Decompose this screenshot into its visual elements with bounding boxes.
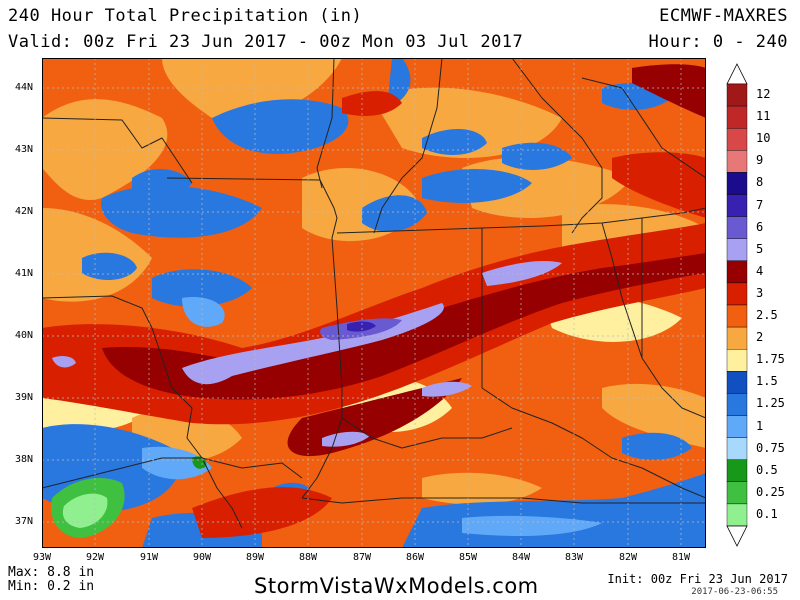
colorbar-label: 12 (756, 87, 771, 102)
init-time: Init: 00z Fri 23 Jun 2017 (607, 572, 788, 586)
colorbar-swatch (726, 437, 748, 460)
lat-label: 39N (15, 392, 34, 403)
colorbar-label: 4 (756, 263, 764, 278)
min-value: Min: 0.2 in (8, 579, 95, 594)
generated-timestamp: 2017-06-23-06:55 (691, 587, 778, 597)
lat-label: 41N (15, 268, 34, 279)
colorbar-swatch (726, 194, 748, 217)
precipitation-map (42, 58, 706, 548)
colorbar-label: 9 (756, 153, 764, 168)
colorbar-swatch (726, 304, 748, 328)
lon-label: 85W (458, 552, 478, 563)
colorbar-swatch (726, 371, 748, 394)
colorbar-swatch (726, 481, 748, 505)
lat-label: 40N (15, 330, 34, 341)
map-boundaries (42, 58, 706, 529)
lat-label: 37N (15, 516, 34, 527)
lon-label: 89W (245, 552, 265, 563)
min-max-stats: Max: 8.8 in Min: 0.2 in (8, 566, 94, 594)
colorbar-swatch (726, 349, 748, 372)
colorbar-swatch (726, 282, 748, 306)
lon-label: 84W (511, 552, 531, 563)
colorbar-swatch (726, 459, 748, 483)
colorbar-swatch (726, 393, 748, 416)
colorbar-swatch (726, 216, 748, 239)
colorbar-swatch (726, 105, 748, 129)
colorbar-label: 8 (756, 175, 764, 190)
colorbar-swatch (726, 127, 748, 151)
lon-label: 92W (85, 552, 105, 563)
colorbar-top-arrow (726, 63, 748, 85)
colorbar-swatch (726, 503, 748, 527)
lon-label: 87W (352, 552, 372, 563)
valid-time: Valid: 00z Fri 23 Jun 2017 - 00z Mon 03 … (8, 32, 524, 52)
lon-label: 81W (671, 552, 691, 563)
precip-field-green (51, 456, 207, 538)
colorbar-label: 6 (756, 219, 764, 234)
colorbar-label: 2.5 (756, 308, 778, 323)
map-gridlines (42, 58, 706, 548)
colorbar-swatch (726, 260, 748, 284)
colorbar-label: 1.75 (756, 352, 785, 367)
colorbar-label: 7 (756, 197, 764, 212)
colorbar-swatch (726, 415, 748, 438)
colorbar-label: 3 (756, 285, 764, 300)
lat-label: 42N (15, 206, 34, 217)
lon-label: 93W (32, 552, 52, 563)
lon-label: 91W (139, 552, 159, 563)
colorbar-label: 0.5 (756, 462, 778, 477)
max-value: Max: 8.8 in (8, 565, 95, 580)
brand-url: StormVistaWxModels.com (254, 574, 539, 598)
colorbar-label: 0.1 (756, 506, 778, 521)
precip-field-purple (52, 261, 562, 447)
colorbar-swatch (726, 83, 748, 107)
forecast-hour: Hour: 0 - 240 (648, 32, 788, 52)
lat-label: 43N (15, 144, 34, 155)
colorbar-label: 0.75 (756, 440, 785, 455)
lon-label: 86W (405, 552, 425, 563)
colorbar-swatch (726, 326, 748, 350)
colorbar-label: 10 (756, 131, 771, 146)
model-name: ECMWF-MAXRES (659, 6, 788, 26)
lat-label: 44N (15, 82, 34, 93)
colorbar-bottom-arrow (726, 525, 748, 547)
lon-label: 82W (618, 552, 638, 563)
lon-label: 83W (564, 552, 584, 563)
colorbar-label: 0.25 (756, 484, 785, 499)
colorbar-label: 11 (756, 109, 771, 124)
colorbar-swatch (726, 238, 748, 261)
lon-label: 88W (298, 552, 318, 563)
colorbar-label: 1 (756, 418, 764, 433)
map-title: 240 Hour Total Precipitation (in) (8, 6, 363, 26)
lon-label: 90W (192, 552, 212, 563)
colorbar-label: 1.5 (756, 374, 778, 389)
precipitation-colorbar (726, 63, 748, 547)
colorbar-label: 5 (756, 241, 764, 256)
colorbar-label: 1.25 (756, 396, 785, 411)
colorbar-swatch (726, 172, 748, 195)
colorbar-label: 2 (756, 330, 764, 345)
colorbar-swatch (726, 150, 748, 173)
lat-label: 38N (15, 454, 34, 465)
